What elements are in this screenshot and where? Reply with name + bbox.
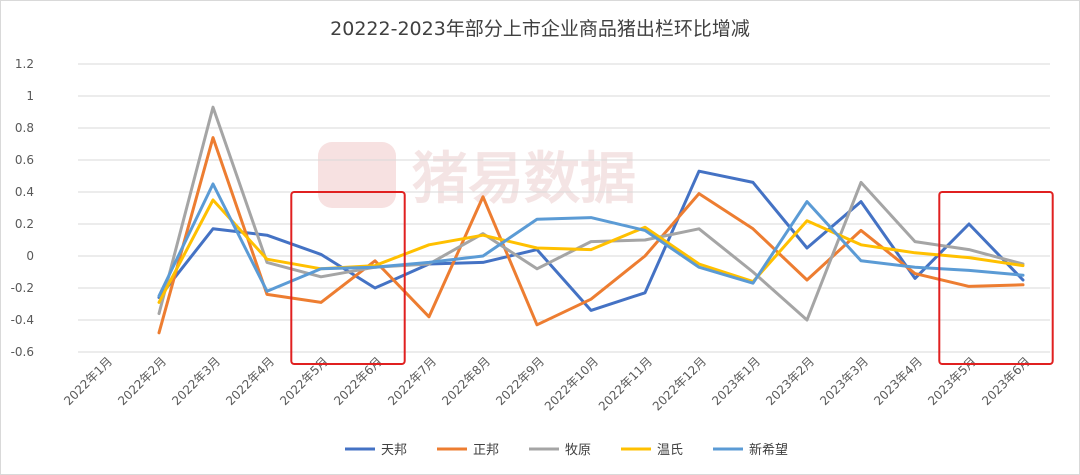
series-line: [157, 198, 1025, 304]
highlight-boxes: [290, 191, 1054, 365]
chart-title: 20222-2023年部分上市企业商品猪出栏环比增减: [330, 18, 750, 40]
y-tick-label: -0.2: [11, 281, 34, 295]
legend-label: 正邦: [473, 443, 499, 458]
legend-label: 牧原: [565, 443, 591, 458]
x-tick-label: 2022年8月: [439, 354, 493, 408]
y-tick-label: 1.2: [15, 57, 34, 71]
highlight-box: [290, 191, 406, 365]
legend-label: 温氏: [657, 443, 683, 458]
x-tick-label: 2023年2月: [763, 354, 817, 408]
x-tick-label: 2022年10月: [542, 354, 601, 413]
series-line: [157, 169, 1025, 312]
x-tick-label: 2023年5月: [925, 354, 979, 408]
x-tick-label: 2023年3月: [817, 354, 871, 408]
legend-label: 天邦: [381, 443, 407, 458]
watermark-logo: [318, 142, 396, 208]
x-tick-label: 2022年1月: [61, 354, 115, 408]
y-axis-ticks: 1.2 1 0.8 0.6 0.4 0.2 0 -0.2 -0.4 -0.6: [11, 57, 34, 359]
x-axis-ticks: 2022年1月 2022年2月 2022年3月 2022年4月 2022年5月 2022年…: [61, 354, 1033, 413]
x-tick-label: 2022年2月: [115, 354, 169, 408]
watermark: 猪易数据: [318, 142, 636, 212]
legend-label: 新希望: [749, 442, 788, 458]
series-line: [157, 136, 1025, 335]
series-line: [157, 105, 1025, 322]
x-tick-label: 2023年4月: [871, 354, 925, 408]
x-tick-label: 2022年9月: [493, 354, 547, 408]
x-tick-label: 2022年11月: [596, 354, 655, 413]
x-tick-label: 2022年12月: [650, 354, 709, 413]
x-tick-label: 2022年7月: [385, 354, 439, 408]
y-tick-label: 0.2: [15, 217, 34, 231]
y-tick-label: 1: [26, 89, 34, 103]
y-tick-label: 0: [26, 249, 34, 263]
x-tick-label: 2022年3月: [169, 354, 223, 408]
x-tick-label: 2022年4月: [223, 354, 277, 408]
highlight-box: [938, 191, 1054, 365]
y-tick-label: -0.6: [11, 345, 34, 359]
y-tick-label: 0.8: [15, 121, 34, 135]
watermark-text: 猪易数据: [412, 147, 636, 212]
x-tick-label: 2023年6月: [979, 354, 1033, 408]
x-tick-label: 2022年5月: [277, 354, 331, 408]
x-tick-label: 2023年1月: [709, 354, 763, 408]
x-tick-label: 2022年6月: [331, 354, 385, 408]
legend: 天邦 正邦 牧原 温氏 新希望: [345, 442, 788, 458]
series-line: [157, 182, 1025, 298]
y-tick-label: 0.6: [15, 153, 34, 167]
y-tick-label: 0.4: [15, 185, 34, 199]
y-tick-label: -0.4: [11, 313, 34, 327]
series-lines: [157, 105, 1025, 335]
